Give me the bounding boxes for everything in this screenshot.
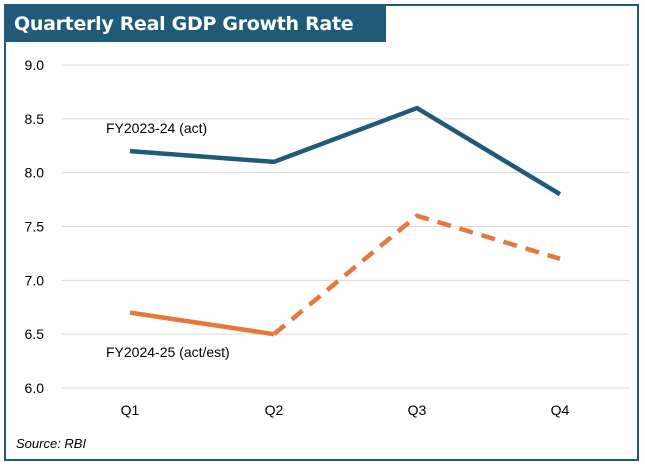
series-label-fy2023-24: FY2023-24 (act)	[106, 120, 207, 136]
x-tick-label: Q3	[408, 402, 427, 418]
x-tick-label: Q1	[121, 402, 140, 418]
series-line-fy2023-24	[129, 105, 562, 197]
y-tick-label: 8.0	[25, 165, 45, 181]
y-tick-label: 8.5	[25, 111, 45, 127]
series-line-fy2024-25-actual	[129, 310, 275, 337]
series-line-fy2024-25-estimate	[272, 213, 561, 336]
series-lines	[129, 105, 562, 337]
y-tick-label: 7.5	[25, 219, 45, 235]
y-tick-label: 6.5	[25, 326, 45, 342]
x-tick-label: Q2	[265, 402, 284, 418]
y-tick-label: 6.0	[25, 380, 45, 396]
y-tick-label: 9.0	[25, 57, 45, 73]
x-tick-label: Q4	[551, 402, 570, 418]
series-label-fy2024-25: FY2024-25 (act/est)	[106, 344, 230, 360]
source-note: Source: RBI	[16, 436, 87, 451]
x-axis-ticks: Q1 Q2 Q3 Q4	[121, 402, 570, 418]
chart-title: Quarterly Real GDP Growth Rate (%)	[6, 6, 386, 71]
chart-frame	[4, 4, 639, 461]
y-axis-ticks: 9.0 8.5 8.0 7.5 7.0 6.5 6.0	[25, 57, 45, 396]
y-tick-label: 7.0	[25, 272, 45, 288]
gridlines	[62, 64, 630, 389]
